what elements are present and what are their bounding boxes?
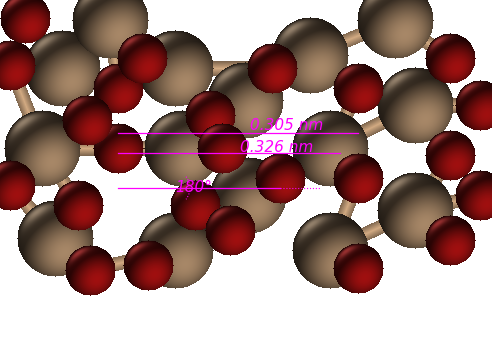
Text: 180°: 180° (175, 180, 212, 195)
Text: 0.305 nm: 0.305 nm (250, 118, 323, 133)
Text: 0.326 nm: 0.326 nm (240, 140, 313, 155)
